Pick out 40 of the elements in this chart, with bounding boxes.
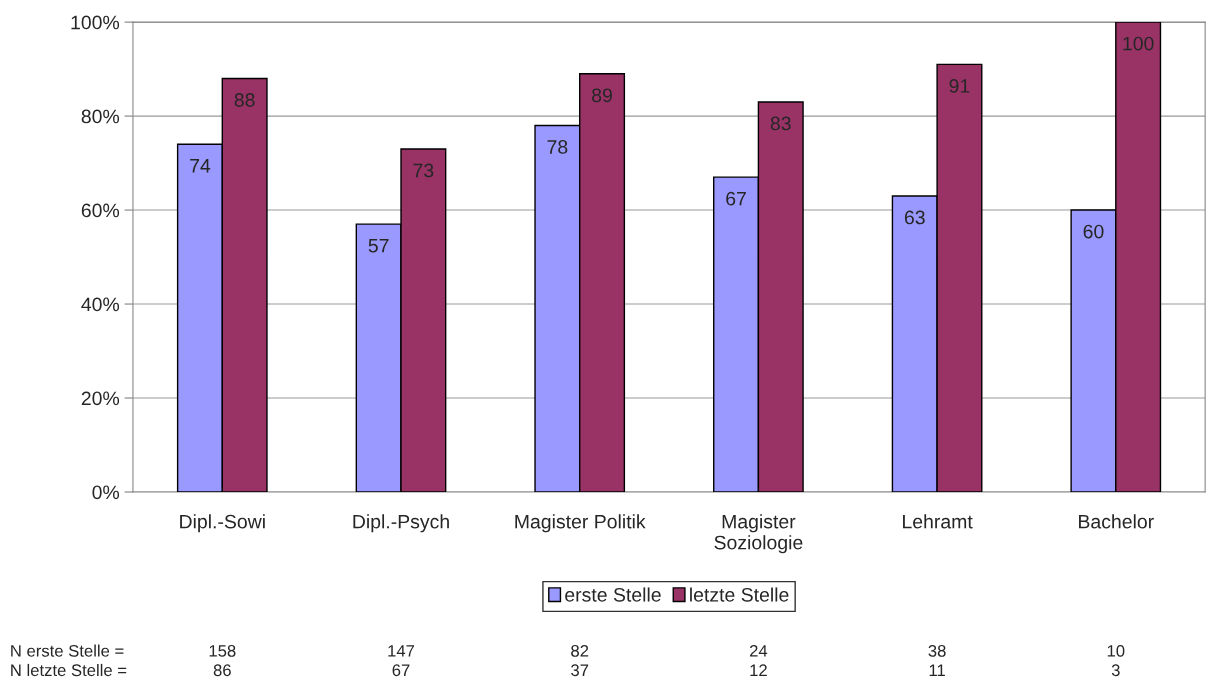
text: 3 [1111, 664, 1120, 677]
data-label: 63 [904, 210, 925, 225]
x-tick-label: Lehramt [903, 514, 973, 529]
data-label: 73 [413, 163, 434, 178]
x-tick-label: Dipl.-Psych [353, 514, 449, 533]
x-tick-label: Bachelor [1079, 514, 1154, 529]
data-label: 88 [234, 93, 255, 107]
x-tick-label: Magister Politik [515, 514, 646, 533]
data-label: 60 [1083, 224, 1104, 239]
y-tick-label: 80% [81, 109, 120, 124]
data-label: 91 [949, 79, 970, 93]
data-label: 67 [726, 191, 746, 206]
data-label: 78 [547, 140, 568, 154]
text: 11 [929, 664, 945, 676]
text: 86 [213, 664, 231, 677]
legend-label: erste Stelle [565, 587, 661, 602]
y-tick-label: 60% [81, 203, 120, 218]
data-label: 83 [770, 116, 791, 131]
text: N letzte Stelle = [11, 663, 127, 677]
text: N erste Stelle = [11, 644, 124, 657]
y-tick-label: 100% [71, 15, 120, 30]
data-label: 74 [190, 159, 211, 173]
data-label: 57 [368, 238, 389, 253]
text: 24 [749, 644, 768, 657]
text: 147 [388, 645, 415, 657]
text: 67 [392, 664, 410, 677]
x-tick-label: Magister Soziologie [714, 514, 803, 554]
y-tick-label: 40% [81, 297, 120, 312]
text: 158 [209, 644, 236, 657]
data-label: 100 [1123, 36, 1154, 51]
x-tick-label: Dipl.-Sowi [180, 514, 265, 533]
text: 10 [1107, 644, 1125, 657]
legend-label: letzte Stelle [690, 587, 789, 602]
text: 38 [928, 644, 946, 657]
text: 82 [571, 644, 589, 657]
text: 37 [571, 664, 589, 677]
y-tick-label: 20% [81, 391, 120, 406]
y-tick-label: 0% [92, 485, 120, 500]
data-label: 89 [592, 88, 612, 103]
text: 12 [750, 664, 767, 676]
